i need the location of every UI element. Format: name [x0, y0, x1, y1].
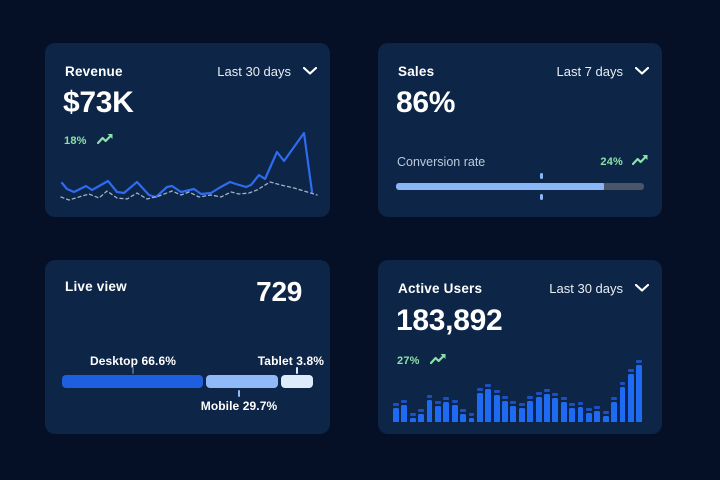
progress-marker-bottom	[539, 194, 543, 200]
bar	[535, 392, 542, 422]
bar	[518, 403, 525, 422]
bar	[636, 360, 643, 422]
metric-value: $73K	[63, 86, 134, 119]
conversion-progressbar[interactable]	[396, 173, 644, 200]
delta-badge: 27%	[397, 352, 447, 370]
revenue-line-current	[60, 131, 314, 199]
bar	[619, 382, 626, 422]
progressbar-fill	[396, 183, 605, 190]
period-label: Last 30 days	[549, 280, 623, 296]
bar	[602, 411, 609, 422]
tablet-segment	[281, 375, 313, 388]
bar	[443, 397, 450, 422]
chevron-down-icon	[302, 62, 318, 80]
card-title: Active Users	[398, 280, 483, 296]
bar	[485, 384, 492, 422]
revenue-line-previous	[60, 181, 318, 201]
mobile-segment-label: Mobile 29.7%	[200, 399, 278, 413]
period-selector-active-users[interactable]: Last 30 days	[549, 279, 650, 297]
period-selector-sales[interactable]: Last 7 days	[557, 62, 650, 80]
bar	[451, 400, 458, 422]
bar	[460, 409, 467, 422]
trending-up-icon	[631, 153, 649, 171]
chevron-down-icon	[634, 279, 650, 297]
bar	[585, 408, 592, 422]
active-users-bar-chart	[393, 358, 643, 422]
chevron-down-icon	[634, 62, 650, 80]
delta-value: 24%	[600, 156, 623, 168]
live-view-card: Live view 729 Desktop 66.6% Tablet 3.8% …	[45, 260, 330, 434]
tablet-label-connector	[296, 367, 298, 374]
delta-badge: 24%	[600, 153, 649, 171]
desktop-segment	[62, 375, 203, 388]
card-title: Revenue	[65, 63, 123, 79]
desktop-segment-label: Desktop 66.6%	[89, 354, 176, 368]
revenue-line-chart	[60, 131, 318, 201]
metric-value: 729	[256, 276, 302, 307]
bar	[569, 403, 576, 422]
bar	[468, 413, 475, 422]
mobile-label-connector	[238, 390, 240, 397]
bar	[401, 400, 408, 422]
bar	[560, 397, 567, 422]
sales-card: Sales Last 7 days 86% Conversion rate 24…	[378, 43, 662, 217]
bar	[544, 389, 550, 422]
bar	[510, 401, 517, 422]
delta-badge: 18%	[64, 132, 114, 150]
revenue-card: Revenue Last 30 days $73K 18%	[45, 43, 330, 217]
mobile-segment	[206, 375, 278, 388]
tablet-segment-label: Tablet 3.8%	[257, 354, 324, 368]
bar	[552, 393, 559, 422]
metric-value: 86%	[396, 86, 456, 119]
bar	[527, 396, 534, 422]
delta-value: 27%	[397, 355, 420, 367]
period-selector-revenue[interactable]: Last 30 days	[217, 62, 318, 80]
bar	[627, 369, 634, 422]
bar	[426, 395, 433, 422]
bar	[502, 396, 508, 422]
desktop-label-connector	[132, 367, 134, 374]
progress-marker-top	[539, 173, 543, 179]
bar	[434, 401, 441, 422]
period-label: Last 7 days	[556, 63, 624, 79]
bar	[418, 409, 425, 422]
conversion-rate-label: Conversion rate	[397, 155, 486, 169]
device-stacked-bar	[62, 375, 313, 388]
period-label: Last 30 days	[217, 63, 291, 79]
trending-up-icon	[96, 132, 114, 150]
bar	[594, 406, 601, 422]
bar	[493, 390, 500, 422]
metric-value: 183,892	[396, 304, 503, 337]
trending-up-icon	[429, 352, 447, 370]
delta-value: 18%	[64, 135, 87, 147]
bar	[476, 388, 483, 422]
active-users-card: Active Users Last 30 days 183,892 27%	[378, 260, 662, 434]
bar	[611, 397, 618, 422]
bar	[409, 413, 416, 422]
card-title: Live view	[65, 279, 127, 294]
bar	[577, 402, 584, 422]
bar	[393, 403, 399, 422]
card-title: Sales	[398, 63, 435, 79]
